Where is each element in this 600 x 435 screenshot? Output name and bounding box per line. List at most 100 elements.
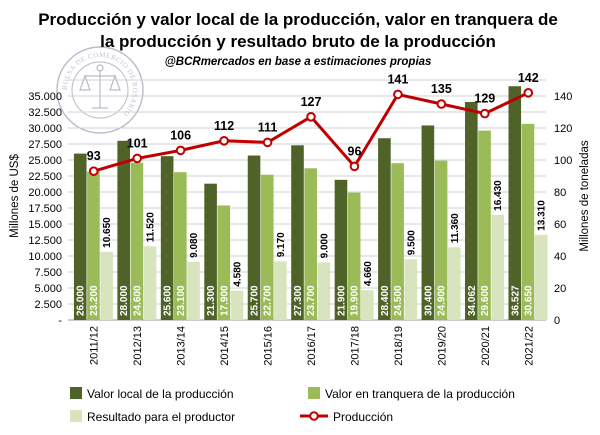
bar-2 [521,123,535,320]
y-left-tick-label: 2.500 [34,299,62,311]
bar-data-label: 4.660 [363,261,374,286]
bar-1 [334,179,348,320]
bar-data-label: 16.430 [493,180,504,211]
production-marker [523,88,534,98]
bar-data-label: 9.170 [276,232,287,257]
x-tick-label: 2021/22 [523,326,535,366]
bar-1 [465,102,478,320]
bar-3 [361,290,374,320]
bar-data-label: 19.900 [350,285,361,316]
y-left-tick-label: 30.000 [28,123,62,135]
production-data-label: 127 [301,95,322,109]
bar-data-label: 11.360 [450,213,461,243]
bar-2 [391,163,404,320]
bar-data-label: 22.700 [263,285,274,316]
production-data-label: 101 [127,136,148,150]
y-right-tick-label: 20 [554,283,566,295]
y-right-tick-label: 120 [554,123,572,135]
bar-2 [347,192,361,320]
bar-data-label: 4.580 [232,261,243,286]
bar-3 [274,261,287,320]
bar-3 [447,247,461,320]
production-marker [262,137,273,148]
bar-data-label: 26.000 [76,285,87,316]
legend-label: Producción [333,410,393,424]
x-tick-label: 2015/16 [263,326,275,366]
x-tick-label: 2013/14 [176,326,188,366]
bar-1 [160,156,174,320]
x-tick-label: 2016/17 [306,326,318,366]
production-data-label: 112 [214,119,234,133]
bar-3 [230,290,244,320]
y-right-tick-label: 60 [554,219,566,231]
production-marker [88,166,99,176]
production-data-label: 142 [518,71,539,85]
bar-data-label: 13.310 [537,200,548,231]
bar-data-labels: 26.000 23.200 10.650 28.000 24.600 11.520 25.6… [76,180,548,316]
y-left-tick-label: 7.500 [34,267,62,279]
y-left-tick-label: 32.500 [28,107,62,119]
bar-data-label: 9.080 [189,232,200,257]
bar-3 [534,234,548,320]
bar-2 [217,205,231,320]
bar-1 [204,183,217,320]
bar-data-label: 21.300 [206,285,217,316]
bar-2 [260,174,274,320]
bar-data-label: 24.500 [393,285,404,316]
production-line-series [88,88,534,176]
bar-data-label: 23.200 [89,285,100,316]
production-marker [175,145,186,156]
x-tick-labels: 2011/12 2012/13 2013/14 2014/15 2015/16 2016/… [89,326,536,366]
legend-label: Resultado para el productor [87,410,235,424]
bar-1 [508,86,522,320]
y-right-tick-label: 100 [554,155,572,167]
production-data-label: 135 [431,82,452,96]
chart-subtitle: @BCRmercados en base a estimaciones prop… [165,56,432,68]
bar-data-label: 24.900 [437,285,448,316]
y-left-tick-label: - [58,315,62,327]
legend: Valor local de la producción Valor en tra… [70,387,515,424]
bar-3 [317,262,331,320]
bar-data-label: 36.527 [510,285,521,316]
y-left-tick-label: 35.000 [28,91,62,103]
legend-label: Valor en tranquera de la producción [325,387,515,401]
bar-1 [117,140,130,320]
bar-data-label: 28.000 [119,285,130,316]
legend-marker [309,411,319,421]
legend-label: Valor local de la producción [87,387,234,401]
bar-2 [304,168,317,320]
bar-2 [130,162,144,320]
x-tick-label: 2019/20 [436,326,448,366]
legend-swatch [308,387,320,399]
y-right-tick-label: 140 [554,91,572,103]
y-left-tick-label: 20.000 [28,187,62,199]
bar-2 [434,160,448,320]
bar-data-label: 34.062 [467,285,478,316]
y-left-tick-label: 10.000 [28,251,62,263]
bar-1 [247,155,261,320]
y-right-axis-title: Millones de toneladas [579,140,591,251]
bar-1 [378,138,391,320]
bar-3 [100,251,113,320]
x-tick-label: 2014/15 [219,326,231,366]
bar-series [73,86,548,320]
bar-2 [87,171,100,320]
y-left-tick-label: 22.500 [28,171,62,183]
bar-3 [143,246,157,320]
bar-data-label: 27.300 [293,285,304,316]
bar-data-label: 25.600 [163,285,174,316]
bar-data-label: 28.400 [380,285,391,316]
production-data-label: 141 [387,72,408,86]
x-tick-label: 2012/13 [132,326,144,366]
bar-2 [174,172,187,320]
bar-2 [478,130,491,320]
bar-data-label: 11.520 [146,212,157,242]
y-left-tick-label: 25.000 [28,155,62,167]
x-tick-label: 2011/12 [89,326,101,365]
bar-data-label: 25.700 [250,285,261,316]
y-left-tick-label: 5.000 [34,283,62,295]
bar-1 [421,125,435,320]
bar-1 [291,145,304,320]
